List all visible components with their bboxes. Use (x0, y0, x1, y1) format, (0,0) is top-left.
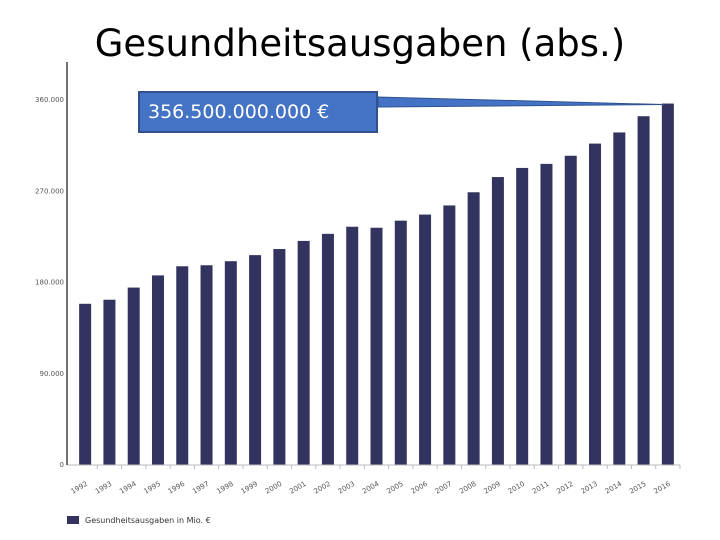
bar (249, 255, 262, 465)
bar (200, 265, 213, 465)
x-tick-label: 1993 (94, 480, 113, 496)
bar (176, 266, 189, 465)
bar (394, 220, 407, 465)
x-tick-label: 2016 (652, 480, 672, 496)
x-tick-label: 1998 (215, 480, 234, 496)
bar (516, 167, 529, 466)
x-tick-label: 1996 (167, 480, 187, 496)
y-tick-label: 0 (60, 461, 64, 469)
bar (443, 205, 456, 465)
bar (491, 177, 504, 466)
x-tick-label: 2008 (458, 480, 477, 496)
y-tick-label: 180.000 (35, 279, 64, 287)
bar (346, 226, 359, 465)
x-tick-label: 2002 (313, 480, 332, 496)
y-tick-label: 360.000 (35, 96, 64, 104)
x-tick-label: 2009 (482, 480, 501, 496)
x-tick-label: 1997 (191, 480, 210, 496)
bar (613, 132, 626, 465)
y-axis-ticks: 0 90.000 180.000 270.000 360.000 (35, 96, 64, 469)
x-tick-label: 2001 (288, 480, 307, 496)
bar (103, 299, 116, 465)
bar (151, 275, 164, 465)
bar (297, 240, 310, 465)
x-tick-label: 1999 (240, 480, 259, 496)
bar (127, 287, 140, 465)
bar (637, 116, 650, 465)
legend-label: Gesundheitsausgaben in Mio. € (85, 515, 211, 525)
bar (79, 303, 92, 465)
x-tick-label: 1994 (118, 480, 138, 496)
bars (79, 103, 674, 466)
x-tick-label: 2015 (628, 480, 647, 496)
x-tick-label: 2014 (604, 480, 624, 496)
legend: Gesundheitsausgaben in Mio. € (67, 513, 211, 527)
x-tick-label: 2000 (264, 480, 283, 496)
y-tick-label: 270.000 (35, 187, 64, 195)
total-amount-callout: 356.500.000.000 € (138, 91, 378, 133)
x-tick-label: 2011 (531, 480, 550, 496)
bar (370, 227, 383, 465)
callout-pointer (377, 96, 664, 108)
bar (273, 249, 286, 465)
x-tick-label: 2010 (507, 480, 526, 496)
bar (661, 103, 674, 465)
x-tick-label: 1992 (70, 480, 89, 496)
x-tick-label: 2006 (410, 480, 430, 496)
x-axis-ticks: 1992 1993 1994 1995 1996 1997 1998 1999 2000 2001… (70, 465, 681, 496)
x-tick-label: 1995 (143, 480, 162, 496)
bar (321, 233, 334, 465)
x-tick-label: 2013 (580, 480, 599, 496)
bar (564, 155, 577, 465)
bar (540, 163, 553, 465)
bar (589, 143, 602, 465)
bar (467, 192, 480, 465)
x-tick-label: 2003 (337, 480, 356, 496)
y-tick-label: 90.000 (40, 370, 65, 378)
x-tick-label: 2004 (361, 480, 381, 496)
legend-swatch (67, 516, 79, 524)
x-tick-label: 2005 (385, 480, 404, 496)
x-tick-label: 2012 (555, 480, 574, 496)
slide-title: Gesundheitsausgaben (abs.) (94, 22, 626, 65)
bar (224, 261, 237, 465)
x-tick-label: 2007 (434, 480, 453, 496)
bar (419, 214, 432, 465)
